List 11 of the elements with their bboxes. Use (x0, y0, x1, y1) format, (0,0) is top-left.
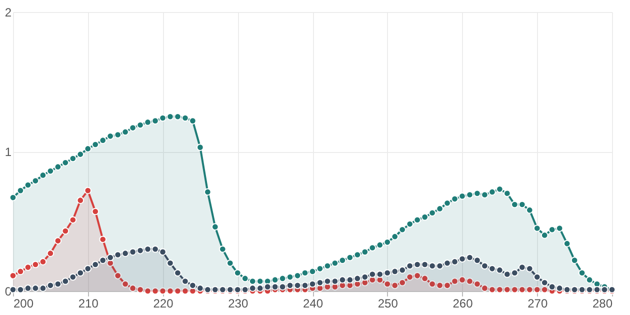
y-tick-label: 1 (4, 145, 12, 159)
x-tick-label: 270 (528, 296, 548, 310)
x-tick-label: 220 (153, 296, 174, 310)
x-tick-label: 200 (14, 296, 34, 310)
x-tick-label: 250 (378, 296, 398, 310)
x-tick-label: 280 (592, 296, 613, 310)
x-tick-label: 260 (452, 296, 474, 310)
x-tick-label: 230 (228, 296, 248, 310)
y-tick-label: 2 (4, 6, 12, 20)
x-tick-label: 240 (302, 296, 324, 310)
x-tick-label: 210 (78, 296, 99, 310)
